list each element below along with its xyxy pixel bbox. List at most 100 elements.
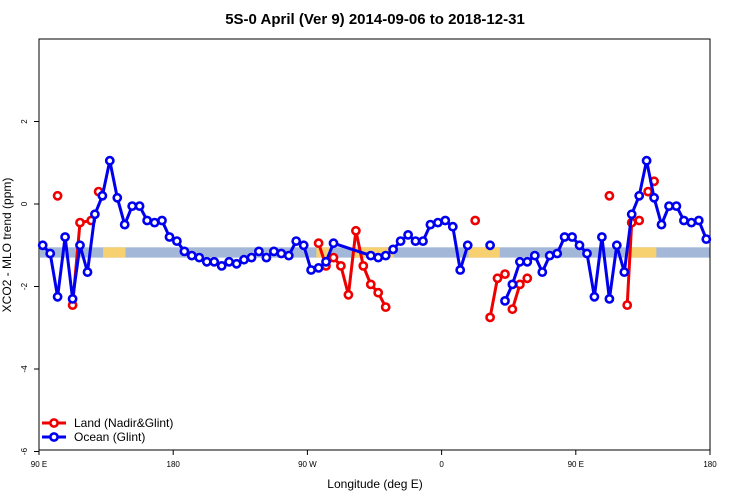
data-point <box>321 256 331 267</box>
data-point <box>90 209 100 220</box>
series-line <box>339 265 350 296</box>
x-axis-label: Longitude (deg E) <box>327 477 422 491</box>
data-point <box>522 256 533 267</box>
data-point <box>500 295 510 306</box>
data-point <box>515 279 525 290</box>
legend: Land (Nadir&Glint)Ocean (Glint) <box>42 416 173 444</box>
data-point <box>97 190 108 201</box>
data-point <box>194 252 205 263</box>
data-point <box>358 260 369 271</box>
data-point <box>634 190 645 201</box>
legend-entry: Ocean (Glint) <box>74 430 145 444</box>
data-point <box>365 250 376 261</box>
x-tick-label: 90 E <box>568 460 584 469</box>
data-point <box>500 269 510 279</box>
series-line <box>625 222 634 306</box>
land-band-segment <box>468 247 500 258</box>
plot-frame <box>38 38 711 451</box>
data-point <box>574 240 585 251</box>
data-point <box>313 238 324 249</box>
legend-entry: Land (Nadir&Glint) <box>74 416 173 430</box>
x-tick-label: 90 W <box>298 460 317 469</box>
data-point <box>507 279 518 290</box>
data-point <box>37 240 48 251</box>
data-point <box>216 260 227 271</box>
data-point <box>485 312 495 323</box>
data-point <box>261 252 272 263</box>
data-point <box>75 217 85 228</box>
data-point <box>119 219 130 230</box>
data-point <box>440 215 451 226</box>
x-tick-label: 0 <box>439 460 444 469</box>
data-point <box>470 215 481 226</box>
data-point <box>373 287 384 298</box>
data-point <box>619 267 630 277</box>
data-point <box>164 232 175 242</box>
data-point <box>75 240 85 251</box>
y-tick-label: -2 <box>20 282 29 290</box>
data-point <box>112 192 123 203</box>
data-point <box>537 267 548 277</box>
data-point <box>485 240 495 251</box>
data-point <box>634 215 645 226</box>
data-point <box>447 221 458 232</box>
data-point <box>246 252 257 263</box>
legend-marker <box>49 432 59 442</box>
data-point <box>328 238 339 249</box>
data-point <box>679 215 689 226</box>
data-point <box>142 215 152 226</box>
data-point <box>224 256 234 267</box>
land-band-segment <box>316 247 332 258</box>
data-point <box>582 248 592 259</box>
data-point <box>410 236 421 246</box>
data-point <box>559 232 570 242</box>
data-point <box>693 215 704 226</box>
data-point <box>589 291 600 302</box>
x-axis: 90 E 180 90 W 0 90 E 180 <box>31 450 717 469</box>
data-point <box>60 232 70 242</box>
data-point <box>671 201 682 211</box>
data-point <box>298 240 309 251</box>
data-point <box>380 250 391 261</box>
data-point <box>52 190 63 201</box>
data-point <box>365 279 376 290</box>
data-point <box>622 300 633 310</box>
data-point <box>552 248 563 259</box>
data-point <box>388 244 398 255</box>
data-point <box>403 229 413 240</box>
data-point <box>350 225 361 236</box>
data-point <box>641 155 652 166</box>
data-point <box>418 236 428 246</box>
data-point <box>701 234 712 244</box>
y-tick-label: 2 <box>20 119 29 124</box>
data-point <box>283 250 294 261</box>
data-point <box>104 155 115 166</box>
chart-title: 5S-0 April (Ver 9) 2014-09-06 to 2018-12… <box>225 11 525 28</box>
data-point <box>306 265 316 275</box>
series-line <box>488 278 499 318</box>
data-point <box>395 236 406 246</box>
data-point <box>157 215 167 226</box>
data-point <box>626 209 637 220</box>
data-point <box>231 258 242 269</box>
data-point <box>276 248 287 259</box>
data-point <box>186 250 197 261</box>
data-point <box>380 302 391 312</box>
data-point <box>52 291 63 302</box>
data-point <box>425 219 436 230</box>
land-band-segment <box>626 247 657 258</box>
data-point <box>343 289 354 300</box>
series-line <box>41 159 470 301</box>
data-point <box>604 190 615 201</box>
data-point <box>239 254 249 265</box>
data-point <box>597 232 607 242</box>
data-point <box>507 304 518 315</box>
data-point <box>45 248 56 259</box>
x-tick-label: 180 <box>703 460 717 469</box>
data-point <box>82 267 93 277</box>
data-point <box>134 201 145 211</box>
data-point <box>179 246 190 257</box>
y-tick-label: 0 <box>20 201 29 206</box>
series-line <box>354 230 365 267</box>
